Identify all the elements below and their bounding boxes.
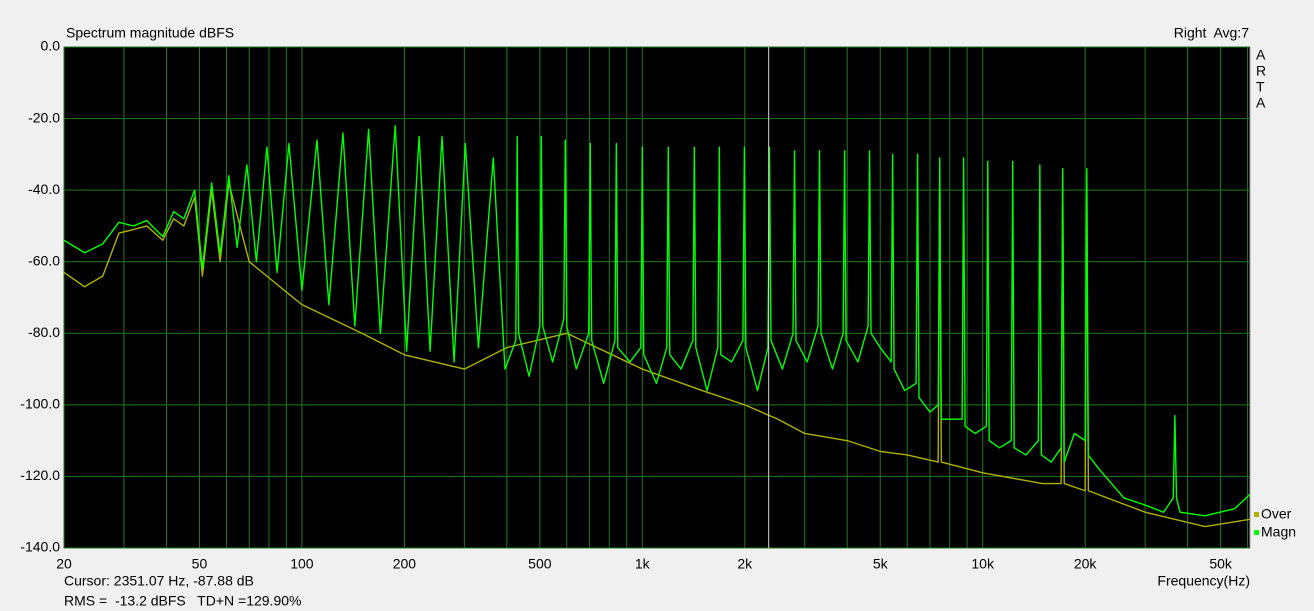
x-tick-label: 5k xyxy=(873,556,889,572)
plot-area xyxy=(63,46,1251,549)
y-tick-label: -140.0 xyxy=(20,539,60,555)
legend-label: Magn xyxy=(1261,524,1296,540)
y-tick-label: -60.0 xyxy=(28,252,60,268)
stats-readout: RMS = -13.2 dBFS TD+N =129.90% xyxy=(64,593,301,609)
x-tick-label: 1k xyxy=(635,556,651,572)
x-tick-label: 50 xyxy=(192,556,208,572)
legend-swatch xyxy=(1254,530,1259,535)
y-tick-label: -100.0 xyxy=(20,396,60,412)
cursor-readout: Cursor: 2351.07 Hz, -87.88 dB xyxy=(64,573,254,589)
watermark-letter: A xyxy=(1256,95,1266,111)
watermark-letter: T xyxy=(1256,79,1265,95)
y-tick-label: -80.0 xyxy=(28,324,60,340)
chart-title: Spectrum magnitude dBFS xyxy=(66,25,234,41)
x-tick-label: 2k xyxy=(737,556,753,572)
x-tick-label: 20k xyxy=(1074,556,1098,572)
traces xyxy=(63,47,1251,548)
spectrum-line xyxy=(63,125,1251,517)
channel-info: Right Avg:7 xyxy=(1174,25,1249,41)
y-tick-label: 0.0 xyxy=(41,38,61,54)
x-axis-label: Frequency(Hz) xyxy=(1157,573,1250,589)
watermark-letter: A xyxy=(1256,47,1266,63)
x-tick-label: 100 xyxy=(290,556,314,572)
watermark-letter: R xyxy=(1256,63,1266,79)
y-tick-label: -20.0 xyxy=(28,109,60,125)
x-tick-label: 200 xyxy=(393,556,417,572)
y-tick-label: -120.0 xyxy=(20,467,60,483)
labels: 0.0 -20.0 -40.0 -60.0 -80.0 -100.0 -120.0 -140.… xyxy=(20,38,1296,572)
x-tick-label: 50k xyxy=(1209,556,1233,572)
legend-swatch xyxy=(1254,512,1259,517)
x-tick-label: 20 xyxy=(56,556,72,572)
legend-label: Over xyxy=(1261,506,1292,522)
x-tick-label: 10k xyxy=(971,556,995,572)
y-tick-label: -40.0 xyxy=(28,181,60,197)
x-tick-label: 500 xyxy=(528,556,552,572)
